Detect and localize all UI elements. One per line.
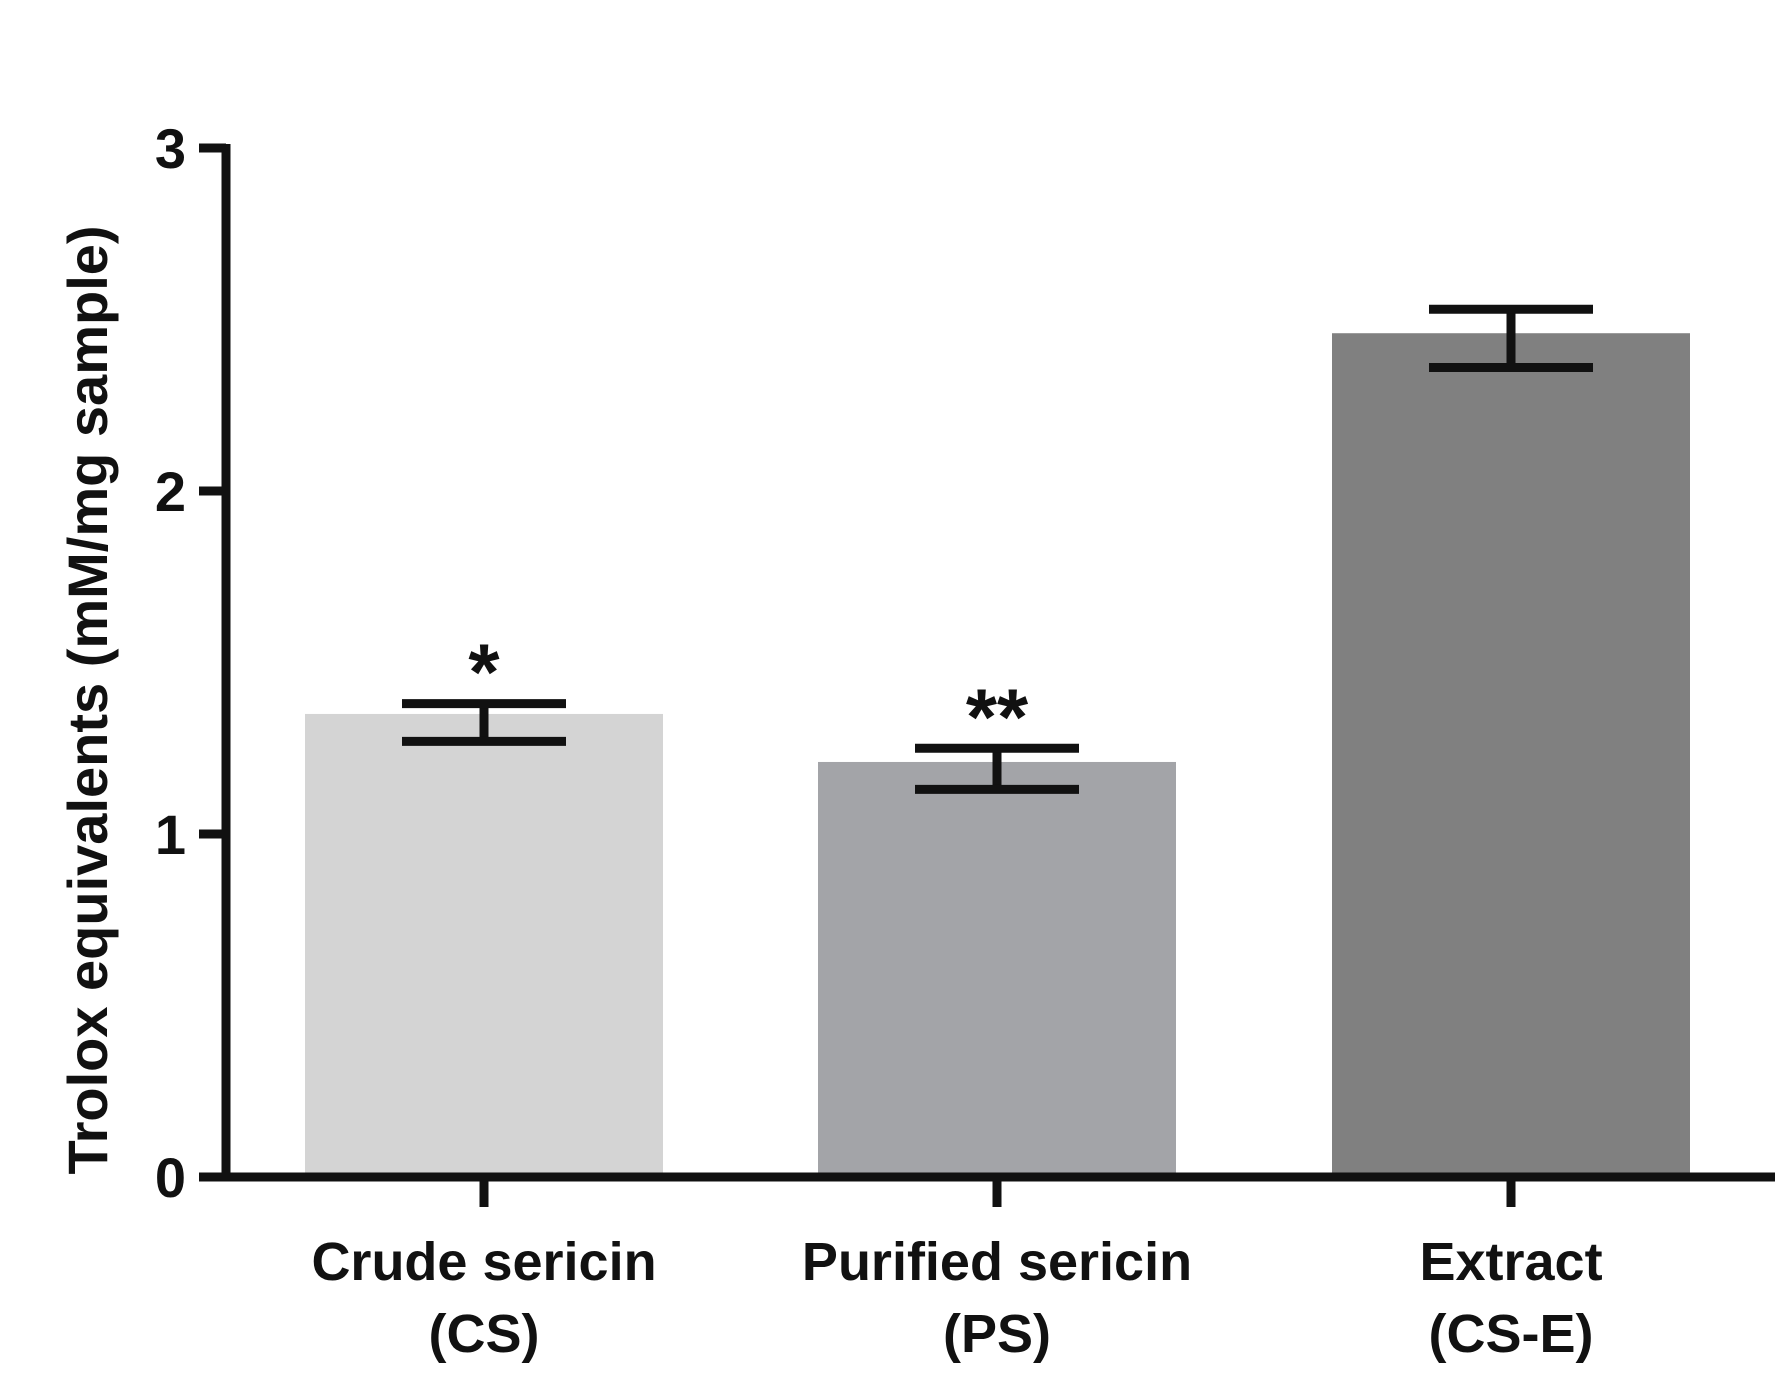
bar-3: [1332, 333, 1690, 1178]
significance-marker-2: **: [966, 672, 1029, 761]
labels-layer: 0 1 2 3 Crude sericin (CS) Purified sericin (PS…: [155, 117, 1603, 1364]
y-tick-label-2: 2: [155, 460, 186, 523]
y-axis-label: Trolox equivalents (mM/mg sample): [56, 225, 119, 1174]
y-tick-label-1: 1: [155, 803, 186, 866]
bar-1: [305, 713, 663, 1177]
x-category-label-1-line2: (CS): [429, 1304, 540, 1364]
x-category-label-3-line2: (CS-E): [1429, 1304, 1594, 1364]
axes-layer: [199, 143, 1775, 1207]
x-category-label-2-line2: (PS): [943, 1304, 1051, 1364]
x-category-label-2-line1: Purified sericin: [802, 1232, 1192, 1292]
significance-marker-1: *: [468, 628, 500, 717]
x-category-label-1-line1: Crude sericin: [311, 1232, 656, 1292]
y-tick-label-0: 0: [155, 1146, 186, 1209]
bar-2: [818, 761, 1176, 1177]
y-tick-label-3: 3: [155, 117, 186, 180]
x-category-label-3-line1: Extract: [1419, 1232, 1602, 1292]
bars-layer: [305, 333, 1690, 1178]
error-bars-layer: [402, 304, 1593, 794]
